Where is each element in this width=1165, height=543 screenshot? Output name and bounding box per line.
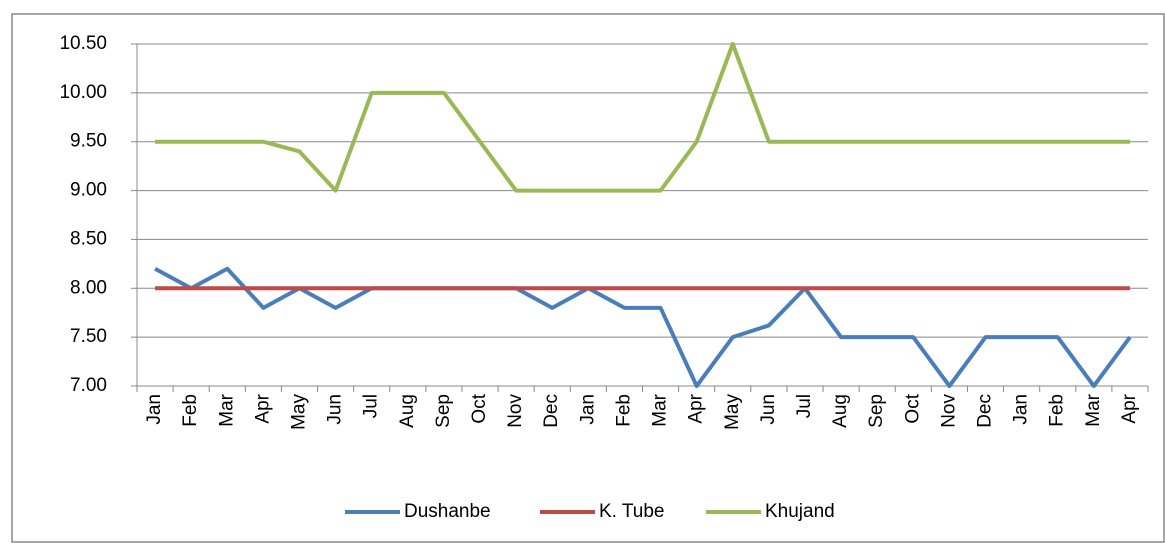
x-tick-label: Dec — [541, 394, 562, 428]
x-tick-label: Aug — [830, 394, 851, 428]
legend-label: K. Tube — [599, 501, 665, 522]
x-tick-label: Jul — [361, 394, 382, 418]
x-tick-label: Feb — [180, 394, 201, 427]
x-tick-label: Jan — [144, 394, 165, 425]
x-tick-label: Aug — [397, 394, 418, 428]
x-tick-label: Jan — [577, 394, 598, 425]
x-tick-label: Feb — [1047, 394, 1068, 427]
x-tick-label: Jul — [794, 394, 815, 418]
x-tick-label: Nov — [505, 394, 526, 428]
x-tick-label: Dec — [975, 394, 996, 428]
x-tick-label: Mar — [1083, 393, 1104, 426]
x-tick-label: Mar — [650, 393, 671, 426]
x-tick-label: May — [722, 394, 743, 430]
legend-label: Khujand — [765, 501, 835, 522]
legend-label: Dushanbe — [404, 501, 491, 522]
x-tick-label: Apr — [686, 393, 707, 423]
x-tick-label: Jan — [1011, 394, 1032, 425]
x-tick-label: Apr — [1119, 393, 1140, 423]
series-line — [155, 42, 1130, 193]
x-tick-label: Mar — [216, 393, 237, 426]
x-tick-label: May — [288, 394, 309, 430]
y-tick-label: 8.00 — [70, 277, 107, 298]
y-tick-label: 8.50 — [70, 228, 107, 249]
y-tick-label: 10.50 — [59, 33, 107, 54]
x-tick-label: Nov — [938, 394, 959, 428]
series-line — [154, 266, 1132, 388]
x-tick-label: Apr — [252, 393, 273, 423]
y-tick-label: 7.50 — [70, 326, 107, 347]
x-tick-label: Sep — [433, 394, 454, 428]
x-tick-label: Oct — [469, 393, 490, 423]
chart-frame — [11, 13, 1165, 543]
y-tick-label: 9.50 — [70, 131, 107, 152]
y-tick-label: 9.00 — [70, 180, 107, 201]
x-tick-label: Jun — [758, 394, 779, 425]
x-tick-label: Feb — [613, 394, 634, 427]
y-tick-label: 10.00 — [59, 82, 107, 103]
x-tick-label: Sep — [866, 394, 887, 428]
y-tick-label: 7.00 — [70, 375, 107, 396]
x-tick-label: Oct — [902, 393, 923, 423]
x-tick-label: Jun — [325, 394, 346, 425]
